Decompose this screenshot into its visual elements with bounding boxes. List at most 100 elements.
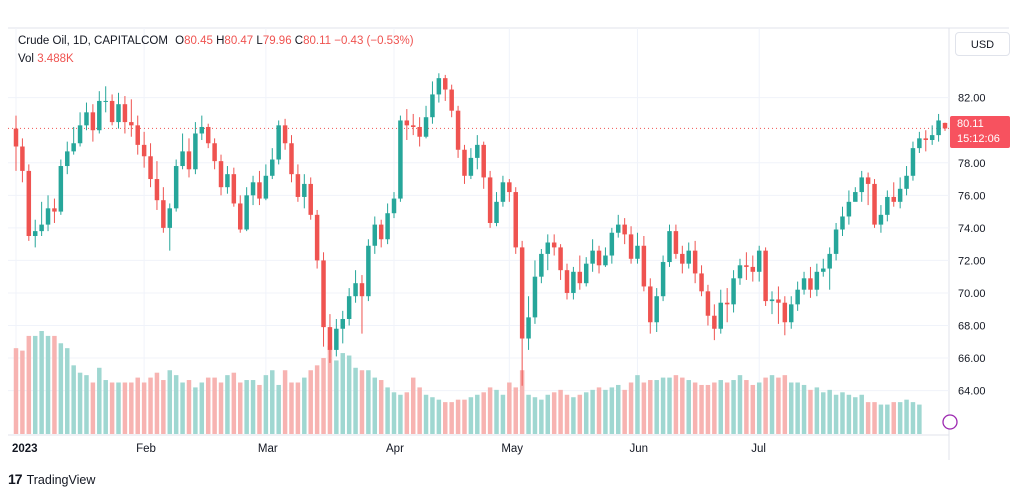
candle-body bbox=[744, 265, 749, 267]
candle-body bbox=[244, 195, 249, 230]
tradingview-brand[interactable]: 17 TradingView bbox=[8, 471, 95, 487]
y-tick-label: 66.00 bbox=[958, 353, 986, 365]
candle-body bbox=[782, 302, 788, 323]
candle-body bbox=[545, 242, 551, 254]
volume-bar bbox=[237, 382, 243, 434]
volume-bar bbox=[135, 377, 140, 434]
volume-bar bbox=[897, 402, 903, 434]
candle-body bbox=[334, 328, 339, 350]
candle-body bbox=[590, 250, 595, 264]
volume-bar bbox=[90, 382, 96, 434]
volume-bar bbox=[366, 370, 371, 434]
candle-body bbox=[923, 138, 929, 140]
volume-bar bbox=[39, 331, 44, 434]
volume-bar bbox=[449, 402, 454, 434]
candle-body bbox=[577, 271, 583, 284]
candle-body bbox=[398, 120, 403, 199]
candle-body bbox=[13, 128, 19, 147]
volume-bar bbox=[462, 399, 467, 434]
candle-body bbox=[942, 122, 948, 129]
volume-bar bbox=[282, 370, 288, 434]
volume-bar bbox=[769, 375, 775, 434]
candle-body bbox=[872, 183, 877, 225]
event-marker-icon[interactable] bbox=[942, 414, 958, 430]
volume-bar bbox=[507, 382, 512, 434]
volume-bar bbox=[821, 392, 826, 434]
volume-bar bbox=[430, 397, 435, 434]
candle-body bbox=[173, 166, 179, 209]
volume-bar bbox=[443, 402, 448, 434]
volume-bar bbox=[481, 392, 486, 434]
volume-label: Vol bbox=[18, 53, 34, 65]
volume-bar bbox=[686, 380, 691, 434]
candle-body bbox=[391, 198, 397, 214]
volume-bar bbox=[699, 384, 704, 434]
volume-bar bbox=[353, 367, 358, 434]
candle-body bbox=[289, 143, 294, 175]
x-tick-label: Apr bbox=[386, 443, 404, 455]
volume-bar bbox=[372, 377, 378, 434]
candle-body bbox=[65, 151, 70, 167]
candle-body bbox=[737, 265, 743, 279]
candle-body bbox=[109, 100, 115, 123]
volume-bar bbox=[564, 394, 570, 434]
candle-body bbox=[750, 266, 756, 272]
currency-button[interactable]: USD bbox=[955, 32, 1010, 56]
volume-bar bbox=[129, 382, 134, 434]
volume-bar bbox=[84, 375, 89, 434]
y-tick-label: 64.00 bbox=[958, 386, 986, 398]
candle-body bbox=[904, 175, 909, 189]
candle-body bbox=[769, 299, 775, 302]
volume-bar bbox=[872, 402, 877, 434]
volume-bar bbox=[910, 402, 916, 434]
volume-bar bbox=[404, 392, 410, 434]
candle-body bbox=[686, 250, 691, 264]
volume-bar bbox=[263, 375, 269, 434]
volume-bar bbox=[475, 394, 480, 434]
candle-body bbox=[404, 120, 410, 126]
candle-body bbox=[814, 271, 820, 290]
volume-bar bbox=[814, 387, 820, 434]
candle-body bbox=[327, 327, 333, 350]
volume-bar bbox=[712, 382, 717, 434]
volume-bar bbox=[276, 384, 281, 434]
candle-body bbox=[462, 149, 467, 176]
volume-bar bbox=[635, 375, 640, 434]
candle-body bbox=[135, 125, 140, 145]
volume-bar bbox=[788, 382, 794, 434]
candle-body bbox=[846, 201, 852, 217]
volume-bar bbox=[603, 389, 608, 434]
volume-bar bbox=[833, 394, 839, 434]
candle-body bbox=[32, 231, 38, 236]
volume-bar bbox=[244, 380, 249, 434]
candle-body bbox=[205, 126, 211, 144]
candle-body bbox=[321, 260, 326, 328]
volume-bar bbox=[782, 375, 788, 434]
candle-body bbox=[641, 245, 647, 287]
candle-body bbox=[507, 182, 512, 193]
last-price-value: 80.11 bbox=[957, 118, 984, 130]
candle-body bbox=[455, 110, 461, 150]
candle-body bbox=[878, 214, 884, 225]
volume-bar bbox=[846, 394, 852, 434]
candle-body bbox=[308, 183, 313, 215]
volume-bar bbox=[718, 380, 724, 434]
candle-body bbox=[551, 242, 557, 248]
volume-bar bbox=[186, 380, 192, 434]
volume-bar bbox=[321, 357, 326, 434]
candle-body bbox=[564, 270, 570, 293]
volume-bar bbox=[417, 387, 422, 434]
candle-body bbox=[840, 216, 845, 230]
candle-body bbox=[302, 183, 307, 197]
candle-body bbox=[449, 89, 454, 111]
volume-bar bbox=[737, 375, 743, 434]
candle-body bbox=[494, 201, 499, 223]
volume-bar bbox=[32, 335, 38, 434]
volume-bar bbox=[519, 370, 525, 434]
y-tick-label: 74.00 bbox=[958, 223, 986, 235]
candle-body bbox=[45, 208, 51, 225]
volume-bar bbox=[692, 382, 698, 434]
candle-body bbox=[77, 125, 83, 144]
volume-bar bbox=[270, 370, 275, 434]
